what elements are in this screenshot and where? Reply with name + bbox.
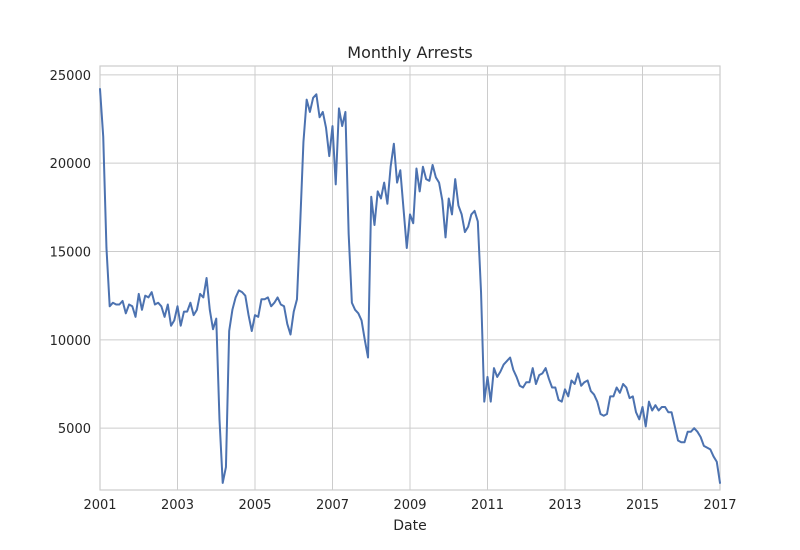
y-tick-label: 25000 [50, 69, 91, 84]
y-tick-labels: 5000 10000 15000 20000 25000 [50, 69, 91, 437]
y-tick-label: 10000 [50, 334, 91, 349]
x-tick-labels: 2001 2003 2005 2007 2009 2011 2013 2015 2017 [83, 498, 736, 513]
x-tick-label: 2015 [626, 498, 659, 513]
series-layer [99, 87, 721, 484]
x-tick-label: 2009 [393, 498, 426, 513]
y-tick-label: 15000 [50, 246, 91, 261]
x-tick-label: 2007 [316, 498, 349, 513]
y-tick-label: 5000 [58, 422, 91, 437]
x-tick-label: 2003 [161, 498, 194, 513]
x-tick-label: 2011 [471, 498, 504, 513]
x-tick-label: 2017 [703, 498, 736, 513]
series-line [99, 87, 721, 484]
x-tick-label: 2001 [83, 498, 116, 513]
y-tick-label: 20000 [50, 157, 91, 172]
x-axis-title: Date [393, 518, 426, 534]
x-tick-label: 2013 [548, 498, 581, 513]
grid-lines [99, 66, 721, 490]
chart-title: Monthly Arrests [347, 43, 472, 62]
plot-frame [99, 65, 721, 491]
x-tick-label: 2005 [238, 498, 271, 513]
